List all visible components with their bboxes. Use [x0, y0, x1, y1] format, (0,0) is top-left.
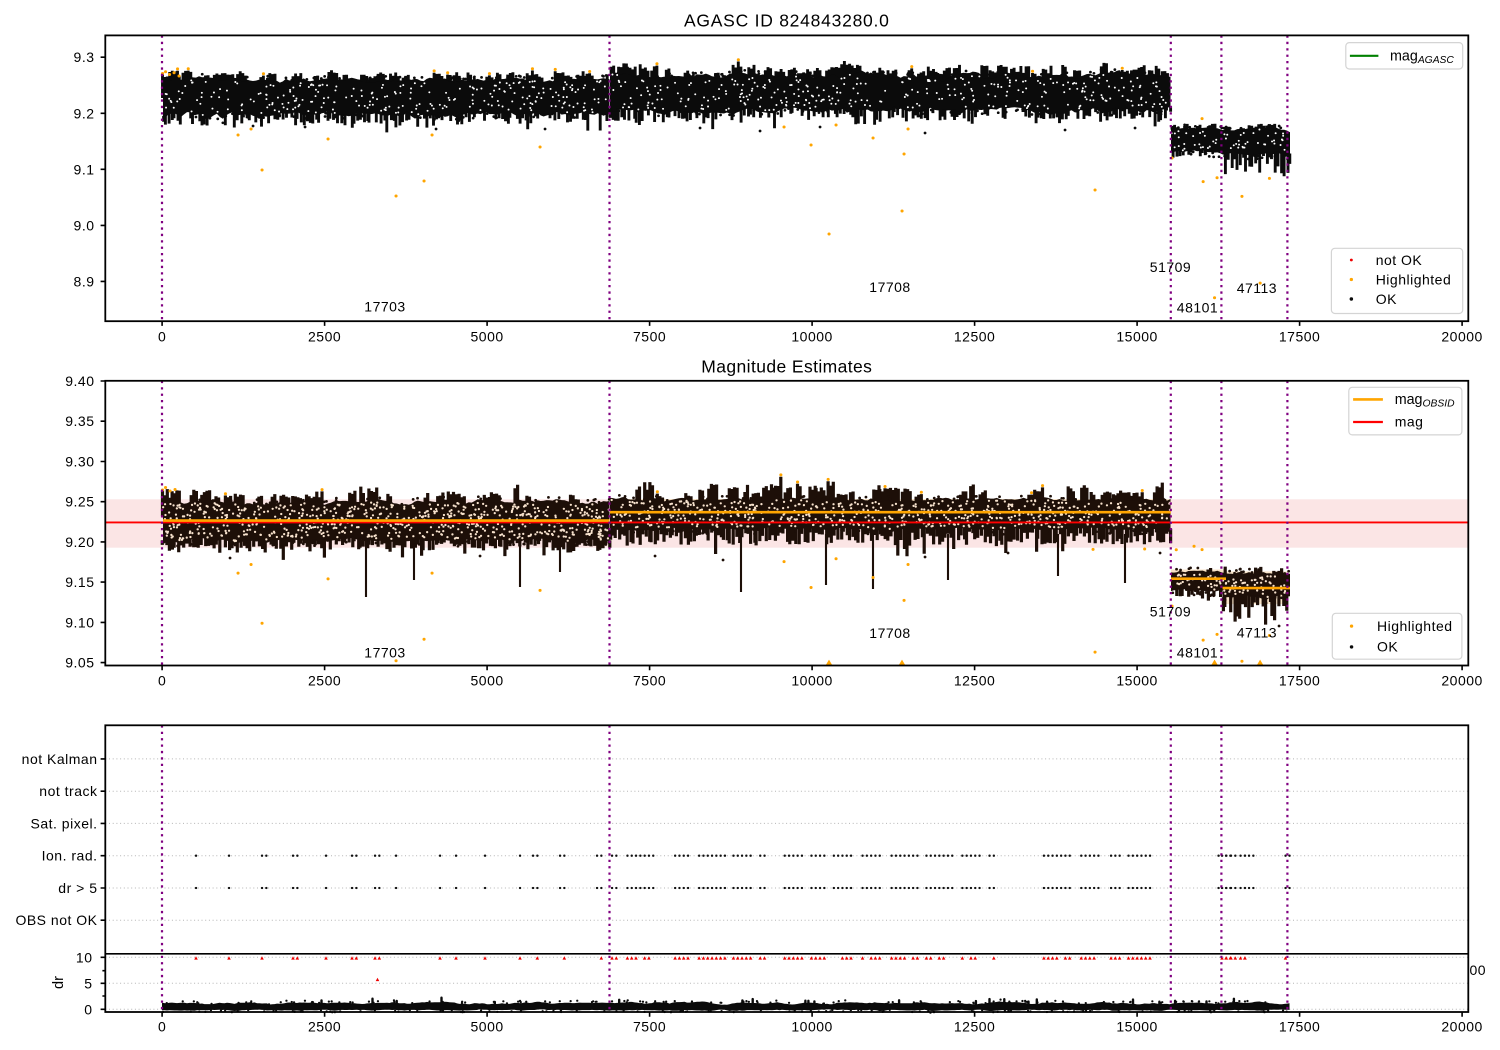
svg-text:not Kalman: not Kalman [22, 751, 98, 767]
svg-text:mag: mag [1395, 414, 1424, 430]
svg-text:48101: 48101 [1177, 300, 1218, 316]
svg-text:9.20: 9.20 [65, 534, 94, 550]
svg-text:10000: 10000 [791, 1019, 832, 1035]
svg-text:Sat. pixel.: Sat. pixel. [31, 815, 98, 831]
svg-text:8.9: 8.9 [74, 273, 95, 289]
svg-text:51709: 51709 [1150, 603, 1191, 619]
svg-text:47113: 47113 [1237, 280, 1277, 296]
svg-text:9.15: 9.15 [65, 574, 94, 590]
svg-text:0: 0 [158, 1019, 166, 1035]
svg-text:2500: 2500 [308, 673, 341, 689]
svg-text:15000: 15000 [1116, 329, 1157, 345]
svg-text:17708: 17708 [869, 279, 910, 295]
svg-text:7500: 7500 [633, 1019, 666, 1035]
svg-text:00: 00 [1470, 962, 1487, 978]
svg-text:0: 0 [158, 329, 166, 345]
svg-text:9.25: 9.25 [65, 494, 94, 510]
svg-text:0: 0 [84, 1001, 92, 1017]
svg-text:9.10: 9.10 [65, 614, 94, 630]
svg-text:15000: 15000 [1116, 673, 1157, 689]
svg-text:not OK: not OK [1376, 252, 1423, 268]
svg-text:9.1: 9.1 [74, 161, 95, 177]
svg-text:20000: 20000 [1441, 673, 1482, 689]
svg-text:47113: 47113 [1237, 625, 1277, 641]
svg-text:9.30: 9.30 [65, 454, 94, 470]
svg-text:9.05: 9.05 [65, 655, 94, 671]
svg-text:OBS not OK: OBS not OK [15, 912, 97, 928]
svg-text:2500: 2500 [308, 1019, 341, 1035]
svg-text:Magnitude Estimates: Magnitude Estimates [701, 356, 872, 376]
svg-text:2500: 2500 [308, 329, 341, 345]
svg-text:20000: 20000 [1441, 1019, 1482, 1035]
svg-text:Highlighted: Highlighted [1377, 618, 1453, 634]
svg-text:Ion. rad.: Ion. rad. [42, 848, 98, 864]
svg-text:9.3: 9.3 [74, 49, 95, 65]
svg-text:10: 10 [76, 949, 93, 965]
svg-text:Highlighted: Highlighted [1376, 271, 1452, 287]
svg-text:17708: 17708 [869, 625, 910, 641]
svg-text:10000: 10000 [791, 329, 832, 345]
svg-text:9.35: 9.35 [65, 413, 94, 429]
svg-text:dr > 5: dr > 5 [58, 880, 97, 896]
svg-text:9.2: 9.2 [74, 105, 95, 121]
svg-text:dr: dr [51, 976, 67, 989]
svg-text:17500: 17500 [1279, 329, 1320, 345]
svg-text:5: 5 [84, 975, 92, 991]
svg-text:9.0: 9.0 [74, 217, 95, 233]
svg-text:15000: 15000 [1116, 1019, 1157, 1035]
svg-text:20000: 20000 [1441, 329, 1482, 345]
svg-text:51709: 51709 [1150, 259, 1191, 275]
svg-text:5000: 5000 [471, 1019, 504, 1035]
svg-text:12500: 12500 [954, 1019, 995, 1035]
svg-text:5000: 5000 [471, 673, 504, 689]
svg-text:OK: OK [1377, 639, 1398, 655]
svg-text:9.40: 9.40 [65, 373, 94, 389]
svg-text:5000: 5000 [471, 329, 504, 345]
svg-text:0: 0 [158, 673, 166, 689]
svg-text:17500: 17500 [1279, 1019, 1320, 1035]
svg-text:7500: 7500 [633, 673, 666, 689]
svg-text:17703: 17703 [364, 645, 405, 661]
svg-text:7500: 7500 [633, 329, 666, 345]
svg-text:48101: 48101 [1177, 645, 1218, 661]
svg-text:17500: 17500 [1279, 673, 1320, 689]
svg-text:17703: 17703 [364, 299, 405, 315]
svg-text:OK: OK [1376, 291, 1397, 307]
svg-text:10000: 10000 [791, 673, 832, 689]
svg-text:not track: not track [39, 783, 98, 799]
svg-text:12500: 12500 [954, 673, 995, 689]
svg-text:12500: 12500 [954, 329, 995, 345]
svg-text:AGASC ID 824843280.0: AGASC ID 824843280.0 [684, 10, 890, 30]
